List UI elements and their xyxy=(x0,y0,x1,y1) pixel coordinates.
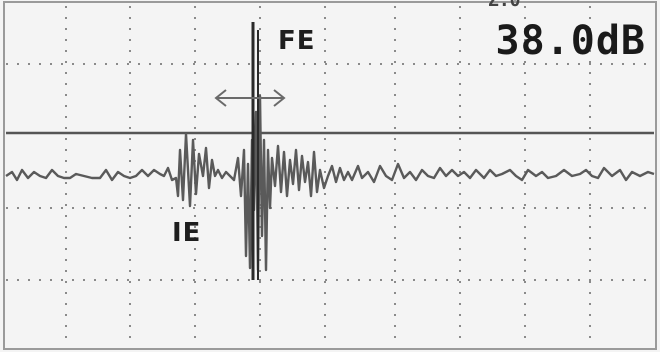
readout-secondary: Z.0 xyxy=(488,0,521,11)
echo-trace xyxy=(5,94,655,272)
gain-readout: 38.0dB xyxy=(495,18,646,64)
grid-horizontal xyxy=(6,63,654,281)
grid-vertical xyxy=(65,6,591,346)
ie-label: IE xyxy=(172,218,202,248)
double-arrow-icon[interactable] xyxy=(214,89,286,107)
screen-border xyxy=(3,1,657,350)
fe-label: FE xyxy=(278,26,316,56)
